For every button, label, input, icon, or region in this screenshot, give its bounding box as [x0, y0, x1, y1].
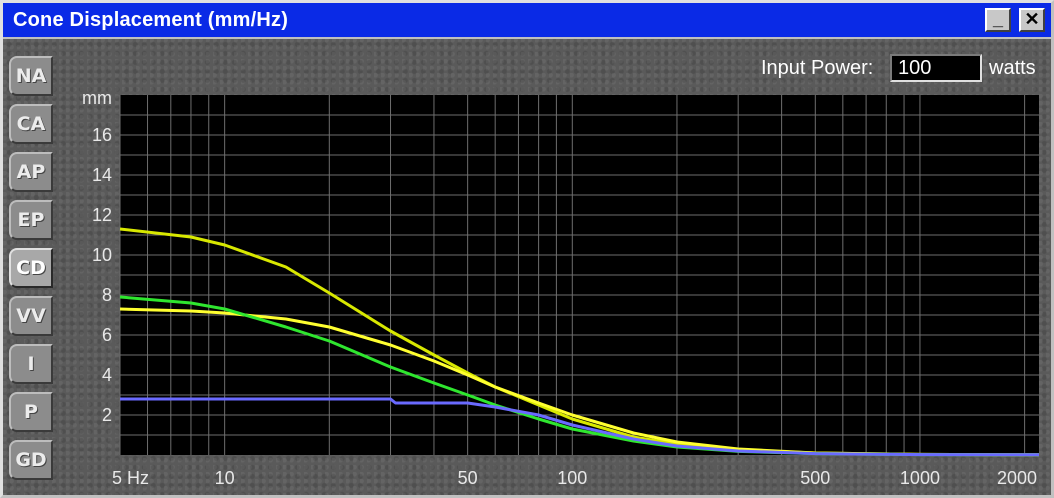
tab-ap[interactable]: AP	[9, 152, 53, 192]
tab-i[interactable]: I	[9, 344, 53, 384]
tab-ca[interactable]: CA	[9, 104, 53, 144]
y-tick-label: 14	[92, 165, 112, 185]
series-line-4	[120, 397, 1040, 457]
cone-displacement-chart: 2 4 6 8 10 12 14 16 mm 5 Hz 10 50 100 500 1000 2000	[82, 88, 1040, 488]
x-tick-label: 2000	[997, 468, 1037, 488]
y-tick-label: 2	[102, 405, 112, 425]
x-tick-label: 100	[557, 468, 587, 488]
window-title: Cone Displacement (mm/Hz)	[13, 9, 289, 31]
tab-vv[interactable]: VV	[9, 296, 53, 336]
y-axis-unit: mm	[82, 88, 112, 108]
tab-p[interactable]: P	[9, 392, 53, 432]
close-button[interactable]: ✕	[1019, 8, 1045, 32]
tab-gd[interactable]: GD	[9, 440, 53, 480]
y-tick-label: 6	[102, 325, 112, 345]
y-tick-label: 10	[92, 245, 112, 265]
x-tick-label: 5 Hz	[112, 468, 149, 488]
y-tick-label: 4	[102, 365, 112, 385]
tab-na[interactable]: NA	[9, 56, 53, 96]
x-tick-label: 50	[458, 468, 478, 488]
input-power-label: Input Power:	[761, 57, 874, 79]
minimize-button[interactable]: _	[985, 8, 1011, 32]
title-bar[interactable]: Cone Displacement (mm/Hz) _ ✕	[3, 3, 1051, 39]
input-power-field[interactable]	[890, 54, 982, 82]
y-tick-label: 12	[92, 205, 112, 225]
series-line-2	[119, 307, 1040, 457]
tab-cd[interactable]: CD	[9, 248, 53, 288]
y-tick-label: 8	[102, 285, 112, 305]
x-tick-label: 500	[800, 468, 830, 488]
x-tick-label: 10	[215, 468, 235, 488]
x-tick-label: 1000	[900, 468, 940, 488]
tab-ep[interactable]: EP	[9, 200, 53, 240]
input-power-units: watts	[989, 57, 1036, 79]
y-tick-label: 16	[92, 125, 112, 145]
